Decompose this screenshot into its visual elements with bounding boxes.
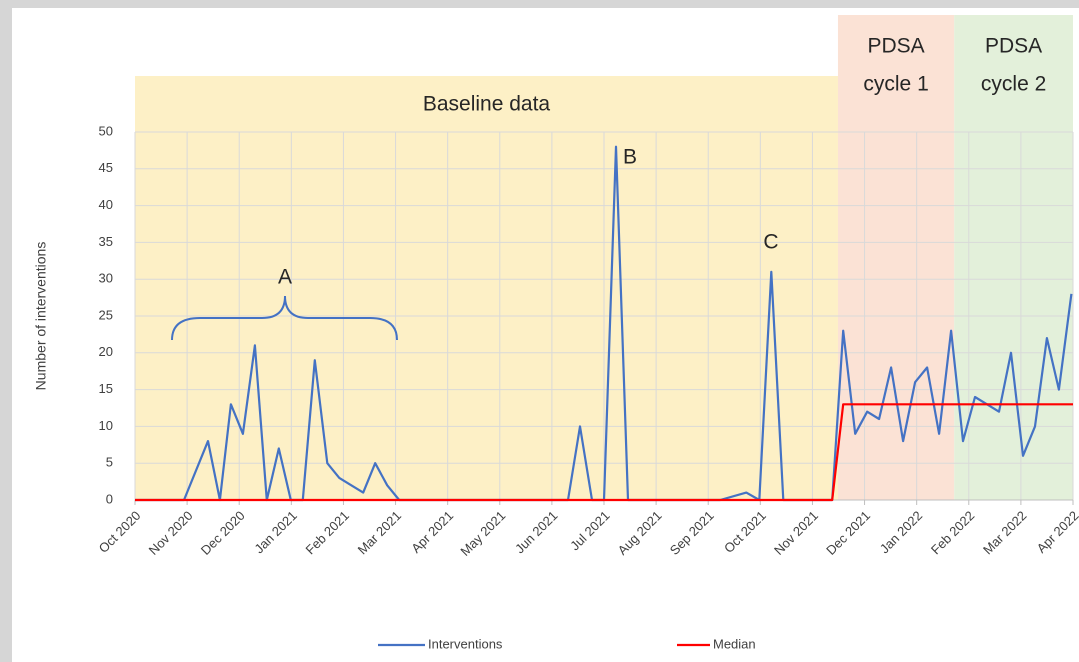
brace	[171, 295, 398, 341]
y-tick-label: 20	[99, 344, 113, 359]
annotation: B	[623, 146, 637, 169]
grid	[134, 131, 1074, 505]
y-tick-label: 0	[106, 491, 113, 506]
y-tick-label: 15	[99, 381, 113, 396]
y-tick-label: 30	[99, 271, 113, 286]
y-tick-label: 40	[99, 197, 113, 212]
annotation: A	[278, 266, 292, 289]
series-line	[135, 403, 1073, 502]
legend-label: Median	[713, 636, 756, 651]
annotation: C	[763, 231, 778, 254]
legend-label: Interventions	[428, 636, 503, 651]
regions: Baseline data PDSA cycle 1 PDSA cycle 2	[135, 15, 1073, 500]
y-tick-label: 25	[99, 307, 113, 322]
region	[837, 15, 955, 500]
y-tick-label: 35	[99, 234, 113, 249]
region-label: cycle 2	[981, 73, 1046, 96]
region-label: PDSA	[985, 35, 1042, 58]
region-label: PDSA	[867, 35, 924, 58]
region-label: Baseline data	[423, 93, 551, 116]
y-tick-label: 50	[99, 123, 113, 138]
y-tick-label: 5	[106, 455, 113, 470]
y-axis-label: Number of interventions	[33, 242, 49, 391]
y-tick-label: 45	[99, 160, 113, 175]
y-tick-label: 10	[99, 418, 113, 433]
region	[954, 15, 1073, 500]
region-label: cycle 1	[863, 73, 928, 96]
marks	[135, 145, 1073, 502]
region	[135, 76, 838, 500]
